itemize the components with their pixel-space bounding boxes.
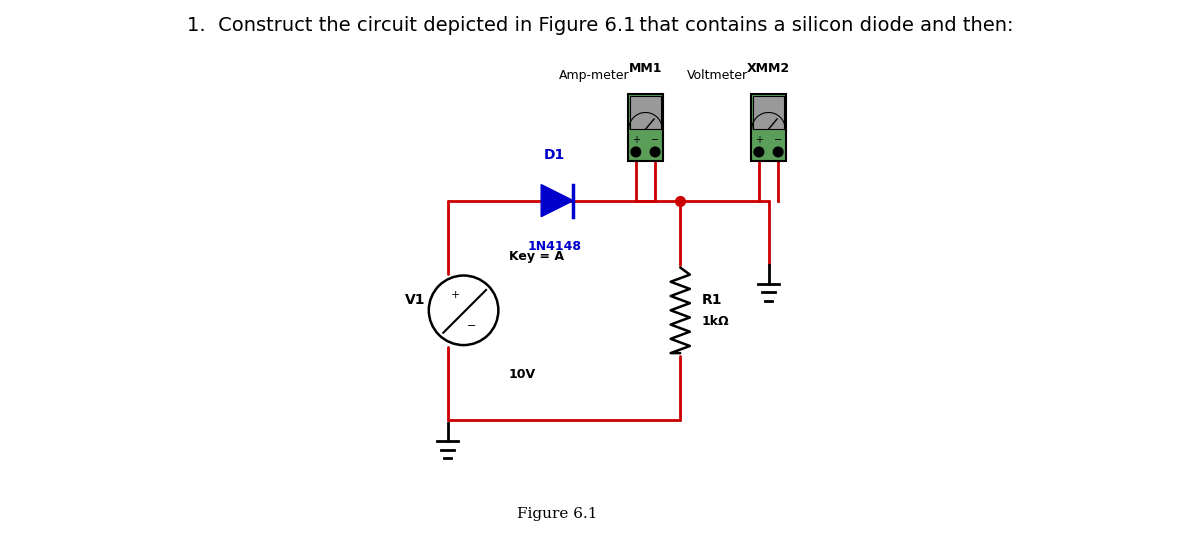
Text: +: +: [755, 135, 763, 145]
Circle shape: [773, 147, 782, 157]
Text: MM1: MM1: [629, 62, 662, 75]
Text: Amp-meter: Amp-meter: [559, 69, 630, 82]
Text: Key = A: Key = A: [509, 250, 564, 263]
Text: −: −: [467, 322, 476, 331]
Polygon shape: [541, 185, 574, 217]
Text: 1kΩ: 1kΩ: [702, 315, 730, 327]
Text: −: −: [652, 135, 659, 145]
Text: 1N4148: 1N4148: [528, 240, 582, 253]
FancyBboxPatch shape: [630, 96, 661, 129]
Circle shape: [631, 147, 641, 157]
Text: Figure 6.1: Figure 6.1: [517, 507, 598, 521]
Text: −: −: [774, 135, 782, 145]
Text: +: +: [451, 291, 461, 300]
FancyBboxPatch shape: [751, 94, 786, 160]
Text: +: +: [632, 135, 640, 145]
FancyBboxPatch shape: [754, 96, 784, 129]
Circle shape: [754, 147, 763, 157]
Text: 10V: 10V: [509, 368, 536, 381]
Text: XMM2: XMM2: [746, 62, 790, 75]
Text: R1: R1: [702, 293, 722, 307]
Text: D1: D1: [544, 148, 565, 162]
FancyBboxPatch shape: [628, 94, 662, 160]
Text: 1.  Construct the circuit depicted in Figure 6.1 that contains a silicon diode a: 1. Construct the circuit depicted in Fig…: [187, 16, 1013, 35]
Text: Voltmeter: Voltmeter: [688, 69, 749, 82]
Text: V1: V1: [406, 293, 426, 307]
Circle shape: [650, 147, 660, 157]
